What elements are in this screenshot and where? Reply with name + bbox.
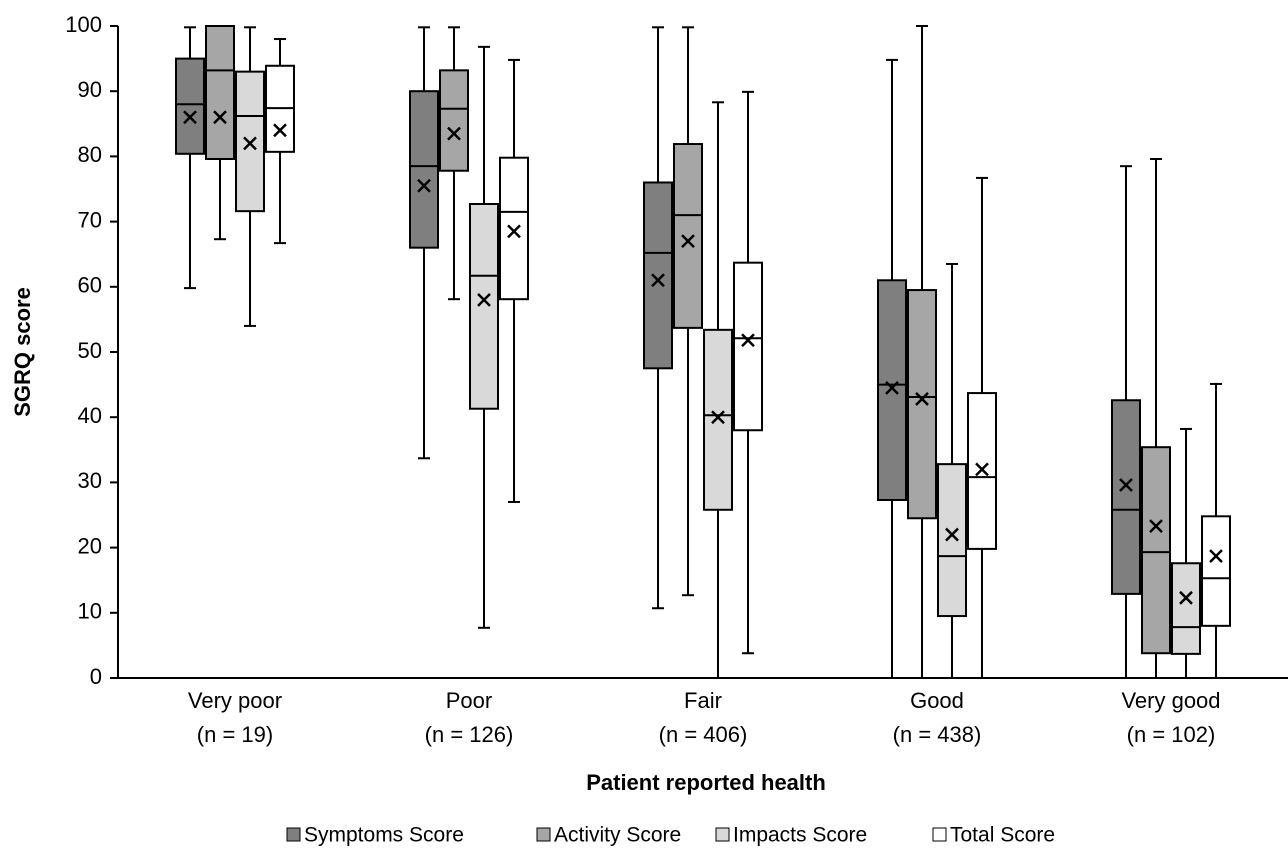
box <box>643 181 673 370</box>
box <box>469 202 499 410</box>
mean-marker <box>945 527 959 542</box>
y-tick-label: 0 <box>90 664 102 689</box>
mean-marker <box>1119 478 1133 492</box>
legend-label: Total Score <box>950 824 1055 847</box>
legend-swatch <box>715 827 730 842</box>
mean-marker <box>183 110 197 125</box>
y-tick-label: 10 <box>78 599 102 624</box>
legend-label: Activity Score <box>554 824 681 847</box>
box <box>439 69 469 172</box>
x-tick-label: Fair <box>684 688 722 713</box>
mean-marker <box>711 410 725 425</box>
mean-marker <box>1149 519 1163 533</box>
y-tick-label: 70 <box>78 207 102 232</box>
box <box>1111 399 1141 595</box>
y-tick-label: 30 <box>78 468 102 493</box>
box <box>877 279 907 502</box>
y-tick-label: 50 <box>78 338 102 363</box>
legend-swatch <box>536 827 551 842</box>
mean-marker <box>477 292 491 307</box>
box <box>937 463 967 618</box>
mean-marker <box>447 126 461 141</box>
box <box>673 143 703 329</box>
y-tick-label: 100 <box>65 12 102 37</box>
mean-marker <box>741 333 755 348</box>
mean-marker <box>651 273 665 288</box>
mean-marker <box>885 380 899 395</box>
box <box>499 156 529 301</box>
mean-marker <box>417 178 431 193</box>
mean-marker <box>507 224 521 239</box>
box <box>1201 515 1231 627</box>
x-tick-label: (n = 126) <box>425 722 514 747</box>
mean-marker <box>1179 590 1193 605</box>
y-tick-label: 90 <box>78 77 102 102</box>
mean-marker <box>975 462 989 477</box>
mean-marker <box>681 234 695 249</box>
x-tick-label: Poor <box>446 688 492 713</box>
legend-swatch <box>932 827 947 842</box>
x-tick-label: Very poor <box>188 688 282 713</box>
box <box>1171 562 1201 655</box>
mean-marker <box>213 110 227 125</box>
x-tick-label: Very good <box>1121 688 1220 713</box>
x-axis-title: Patient reported health <box>586 770 826 795</box>
y-axis-title: SGRQ score <box>10 287 35 417</box>
x-tick-label: (n = 19) <box>197 722 273 747</box>
mean-marker <box>273 123 287 138</box>
y-tick-label: 60 <box>78 273 102 298</box>
box <box>703 328 733 511</box>
mean-marker <box>243 136 257 151</box>
x-tick-label: (n = 438) <box>893 722 982 747</box>
box <box>907 289 937 520</box>
y-tick-label: 40 <box>78 403 102 428</box>
legend-swatch <box>286 827 301 842</box>
mean-marker <box>1209 549 1223 563</box>
x-tick-label: Good <box>910 688 964 713</box>
box <box>1141 446 1171 655</box>
x-tick-label: (n = 406) <box>659 722 748 747</box>
box <box>175 57 205 155</box>
x-tick-label: (n = 102) <box>1127 722 1216 747</box>
box <box>733 261 763 432</box>
legend-label: Symptoms Score <box>304 824 464 847</box>
legend-label: Impacts Score <box>733 824 867 847</box>
box <box>409 90 439 249</box>
box <box>205 25 235 161</box>
y-tick-label: 20 <box>78 533 102 558</box>
mean-marker <box>915 392 929 406</box>
y-tick-label: 80 <box>78 142 102 167</box>
box <box>235 70 265 213</box>
